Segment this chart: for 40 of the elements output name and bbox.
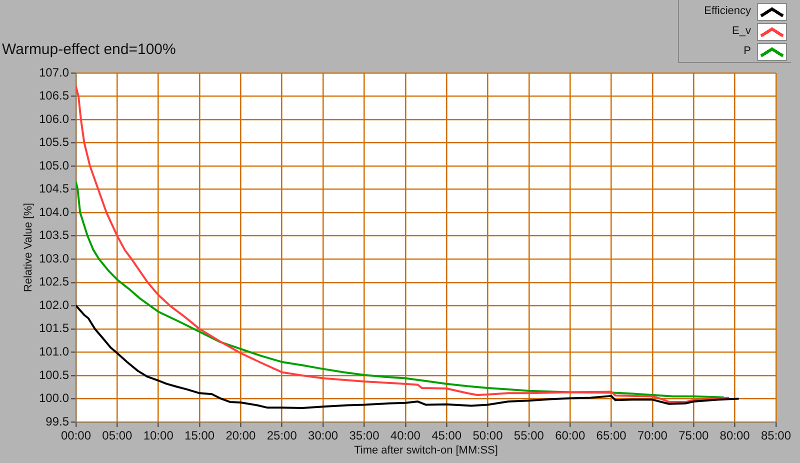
y-tick-label: 101.0	[38, 344, 70, 359]
y-tick-label: 103.0	[38, 251, 70, 266]
legend-label: Efficiency	[704, 5, 751, 18]
x-tick-label: 75:00	[678, 428, 709, 443]
y-tick-label: 106.5	[38, 88, 70, 103]
y-tick-label: 104.5	[38, 182, 70, 196]
y-tick-label: 103.5	[38, 228, 70, 242]
y-tick-label: 106.0	[38, 112, 70, 126]
x-tick-label: 25:00	[266, 428, 298, 443]
y-tick-label: 101.5	[38, 321, 70, 336]
y-tick-label: 100.5	[38, 368, 70, 382]
x-tick-label: 55:00	[514, 428, 544, 443]
x-tick-label: 05:00	[102, 428, 133, 443]
legend-label: P	[744, 45, 751, 58]
y-tick-label: 102.5	[38, 274, 70, 289]
y-axis-title: Relative Value [%]	[22, 202, 35, 292]
x-tick-label: 80:00	[720, 428, 750, 443]
y-tick-label: 99.5	[46, 414, 70, 428]
x-tick-label: 45:00	[432, 428, 462, 443]
x-tick-label: 60:00	[555, 428, 586, 443]
x-tick-label: 20:00	[226, 428, 256, 443]
y-tick-label: 102.0	[38, 298, 70, 312]
y-tick-label: 105.5	[38, 135, 70, 150]
x-tick-label: 15:00	[184, 428, 215, 443]
x-tick-label: 50:00	[472, 428, 504, 443]
x-tick-label: 00:00	[60, 428, 92, 443]
chart-title: Warmup-effect end=100%	[2, 41, 176, 58]
y-tick-label: 107.0	[38, 65, 70, 80]
x-tick-label: 40:00	[390, 428, 421, 443]
x-tick-label: 30:00	[308, 428, 338, 443]
x-axis-title: Time after switch-on [MM:SS]	[354, 444, 498, 456]
x-tick-label: 35:00	[349, 428, 380, 443]
y-tick-label: 105.0	[38, 158, 70, 172]
x-tick-label: 85:00	[760, 428, 792, 443]
y-tick-label: 104.0	[38, 204, 70, 219]
legend-label: E_v	[732, 25, 751, 38]
x-tick-label: 70:00	[637, 428, 668, 443]
y-tick-label: 100.0	[38, 391, 70, 406]
x-tick-label: 65:00	[596, 428, 627, 443]
x-tick-label: 10:00	[143, 428, 174, 443]
